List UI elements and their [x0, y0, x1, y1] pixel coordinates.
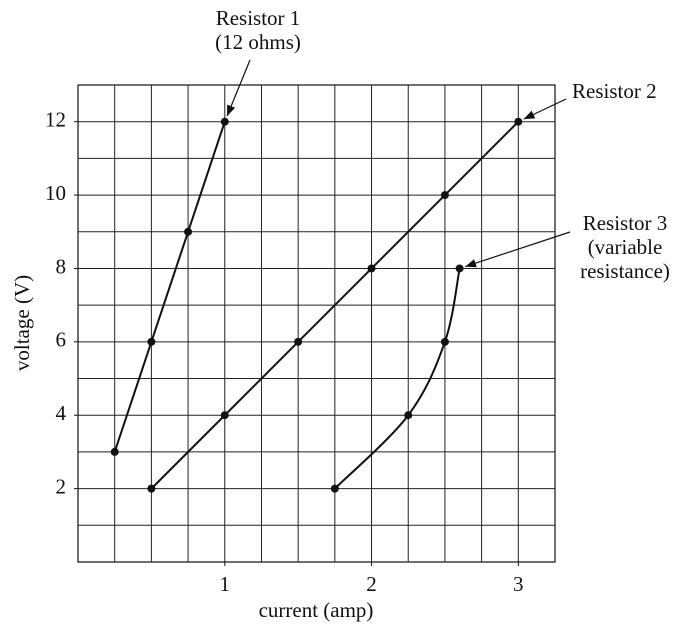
data-point [147, 484, 156, 493]
data-point [330, 484, 339, 493]
y-tick-label: 4 [56, 401, 67, 425]
x-tick-label: 1 [220, 572, 231, 596]
data-point [514, 117, 523, 126]
plot-frame [77, 84, 556, 563]
y-tick-label: 12 [45, 108, 66, 132]
data-point [404, 411, 413, 420]
data-point [147, 337, 156, 346]
data-point [110, 447, 119, 456]
x-tick-label: 2 [366, 572, 377, 596]
annotation-note: resistance) [580, 259, 670, 283]
annotation-arrow [465, 231, 571, 268]
data-point [184, 227, 193, 236]
series-line [334, 268, 461, 490]
y-tick-label: 10 [45, 181, 66, 205]
annotation-label: Resistor 3 [583, 211, 668, 235]
y-tick-label: 6 [56, 328, 67, 352]
series-line [150, 120, 520, 490]
x-axis-label: current (amp) [259, 598, 374, 622]
data-point [220, 411, 229, 420]
data-point [455, 264, 464, 273]
x-tick-label: 3 [513, 572, 524, 596]
series-line [113, 121, 226, 453]
y-axis-label: voltage (V) [10, 275, 34, 371]
data-point [220, 117, 229, 126]
annotation-note: (variable [588, 235, 663, 259]
data-point [440, 337, 449, 346]
annotation-arrow [523, 98, 567, 120]
data-point [367, 264, 376, 273]
annotation-label: Resistor 2 [572, 79, 657, 103]
annotation-label: Resistor 1 [216, 6, 301, 30]
y-tick-label: 8 [56, 254, 67, 278]
data-point [440, 191, 449, 200]
y-tick-label: 2 [56, 474, 67, 498]
annotation-note: (12 ohms) [215, 30, 301, 54]
data-point [294, 337, 303, 346]
annotation-arrow [226, 59, 251, 117]
